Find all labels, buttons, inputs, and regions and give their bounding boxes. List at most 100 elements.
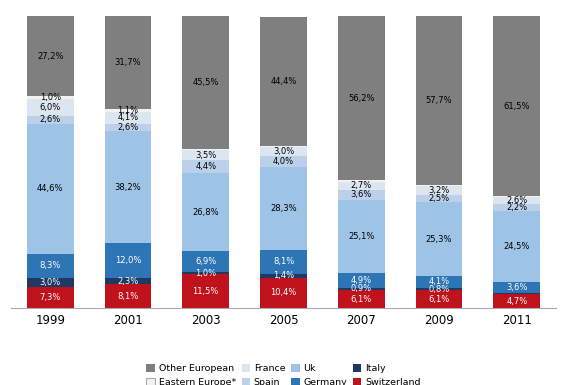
Bar — [493, 293, 540, 294]
Text: 38,2%: 38,2% — [115, 182, 141, 191]
Text: 4,9%: 4,9% — [351, 276, 372, 285]
Bar — [105, 278, 151, 285]
Text: 2,2%: 2,2% — [506, 203, 527, 212]
Text: 3,6%: 3,6% — [350, 190, 372, 199]
Text: 2,7%: 2,7% — [350, 181, 372, 190]
Bar — [416, 186, 462, 195]
Bar — [416, 276, 462, 288]
Text: 8,3%: 8,3% — [40, 261, 61, 270]
Bar — [416, 185, 462, 186]
Bar — [338, 200, 384, 273]
Bar — [183, 251, 229, 271]
Bar — [416, 202, 462, 276]
Bar — [27, 254, 74, 278]
Bar — [183, 149, 229, 150]
Text: 1,0%: 1,0% — [195, 268, 216, 278]
Text: 44,4%: 44,4% — [270, 77, 297, 86]
Text: 1,4%: 1,4% — [273, 271, 294, 280]
Text: 3,2%: 3,2% — [429, 186, 450, 195]
Bar — [493, 17, 540, 196]
Bar — [260, 17, 307, 146]
Bar — [416, 290, 462, 308]
Bar — [338, 273, 384, 288]
Bar — [260, 146, 307, 147]
Bar — [27, 287, 74, 308]
Bar — [27, 17, 74, 96]
Text: 56,2%: 56,2% — [348, 94, 375, 103]
Bar — [493, 197, 540, 204]
Bar — [183, 17, 229, 149]
Text: 2,6%: 2,6% — [506, 196, 527, 205]
Text: 6,1%: 6,1% — [350, 295, 372, 304]
Text: 6,9%: 6,9% — [195, 257, 217, 266]
Text: 1,1%: 1,1% — [117, 105, 138, 115]
Text: 11,5%: 11,5% — [193, 287, 219, 296]
Bar — [260, 274, 307, 278]
Text: 24,5%: 24,5% — [503, 242, 530, 251]
Bar — [27, 99, 74, 116]
Bar — [260, 156, 307, 167]
Text: 2,6%: 2,6% — [117, 123, 138, 132]
Text: 4,4%: 4,4% — [195, 162, 216, 171]
Text: 3,0%: 3,0% — [40, 278, 61, 287]
Bar — [260, 147, 307, 156]
Bar — [416, 288, 462, 290]
Text: 57,7%: 57,7% — [426, 96, 452, 105]
Bar — [105, 124, 151, 131]
Text: 7,3%: 7,3% — [40, 293, 61, 302]
Bar — [27, 124, 74, 254]
Bar — [338, 190, 384, 200]
Bar — [105, 243, 151, 278]
Text: 3,6%: 3,6% — [506, 283, 527, 292]
Bar — [105, 109, 151, 112]
Bar — [416, 17, 462, 185]
Text: 4,1%: 4,1% — [117, 113, 138, 122]
Text: 0,9%: 0,9% — [351, 285, 372, 293]
Bar — [338, 17, 384, 180]
Text: 2,5%: 2,5% — [429, 194, 450, 203]
Bar — [338, 180, 384, 182]
Bar — [27, 96, 74, 99]
Bar — [260, 278, 307, 308]
Text: 10,4%: 10,4% — [270, 288, 297, 297]
Bar — [493, 211, 540, 282]
Bar — [493, 204, 540, 211]
Text: 3,0%: 3,0% — [273, 147, 294, 156]
Bar — [183, 150, 229, 161]
Text: 25,1%: 25,1% — [348, 232, 374, 241]
Bar — [27, 116, 74, 124]
Bar — [260, 250, 307, 274]
Bar — [105, 285, 151, 308]
Text: 28,3%: 28,3% — [270, 204, 297, 213]
Text: 8,1%: 8,1% — [117, 292, 138, 301]
Bar — [493, 294, 540, 308]
Bar — [338, 182, 384, 190]
Text: 26,8%: 26,8% — [192, 208, 219, 217]
Text: 2,3%: 2,3% — [117, 276, 138, 286]
Text: 4,0%: 4,0% — [273, 157, 294, 166]
Text: 0,8%: 0,8% — [429, 285, 450, 293]
Bar — [105, 16, 151, 109]
Bar — [183, 275, 229, 308]
Text: 25,3%: 25,3% — [426, 234, 452, 244]
Bar — [260, 167, 307, 250]
Bar — [105, 131, 151, 243]
Bar — [183, 173, 229, 251]
Text: 4,7%: 4,7% — [506, 297, 527, 306]
Bar — [416, 195, 462, 202]
Text: 2,6%: 2,6% — [40, 116, 61, 124]
Legend: Other European, Eastern Europe*, France, Spain, Uk, Germany, Italy, Switzerland: Other European, Eastern Europe*, France,… — [146, 364, 421, 385]
Bar — [493, 282, 540, 293]
Text: 44,6%: 44,6% — [37, 184, 64, 193]
Text: 12,0%: 12,0% — [115, 256, 141, 264]
Text: 1,0%: 1,0% — [40, 93, 61, 102]
Bar — [27, 278, 74, 287]
Bar — [183, 161, 229, 173]
Bar — [493, 196, 540, 197]
Bar — [338, 290, 384, 308]
Bar — [338, 288, 384, 290]
Text: 61,5%: 61,5% — [503, 102, 530, 110]
Text: 27,2%: 27,2% — [37, 52, 64, 60]
Text: 6,1%: 6,1% — [429, 295, 450, 304]
Text: 6,0%: 6,0% — [40, 103, 61, 112]
